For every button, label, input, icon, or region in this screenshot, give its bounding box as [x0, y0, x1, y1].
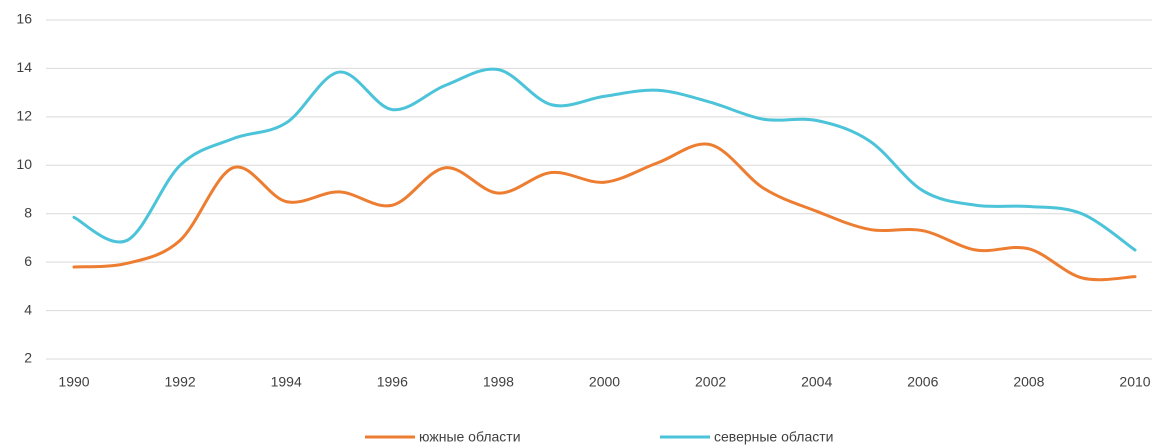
x-tick-label: 2008: [1013, 374, 1044, 390]
y-tick-label: 10: [16, 156, 32, 172]
x-tick-label: 2010: [1119, 374, 1150, 390]
x-tick-label: 1998: [483, 374, 514, 390]
y-tick-label: 4: [24, 301, 32, 317]
legend-label: южные области: [419, 429, 521, 445]
x-tick-label: 1996: [377, 374, 408, 390]
x-tick-label: 2006: [907, 374, 938, 390]
x-tick-label: 1992: [165, 374, 196, 390]
x-tick-label: 2004: [801, 374, 832, 390]
y-tick-label: 6: [24, 253, 32, 269]
y-tick-label: 2: [24, 350, 32, 366]
x-tick-label: 2002: [695, 374, 726, 390]
x-tick-label: 2000: [589, 374, 620, 390]
y-tick-label: 16: [16, 11, 32, 27]
x-tick-label: 1994: [271, 374, 302, 390]
series-line: [72, 67, 1137, 252]
x-tick-label: 1990: [58, 374, 89, 390]
legend-label: северные области: [714, 429, 833, 445]
series-line: [72, 142, 1137, 282]
y-tick-label: 14: [16, 59, 32, 75]
y-tick-label: 8: [24, 204, 32, 220]
y-tick-label: 12: [16, 108, 32, 124]
